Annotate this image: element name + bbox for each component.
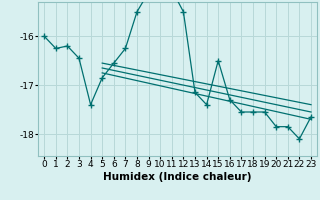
X-axis label: Humidex (Indice chaleur): Humidex (Indice chaleur) bbox=[103, 172, 252, 182]
